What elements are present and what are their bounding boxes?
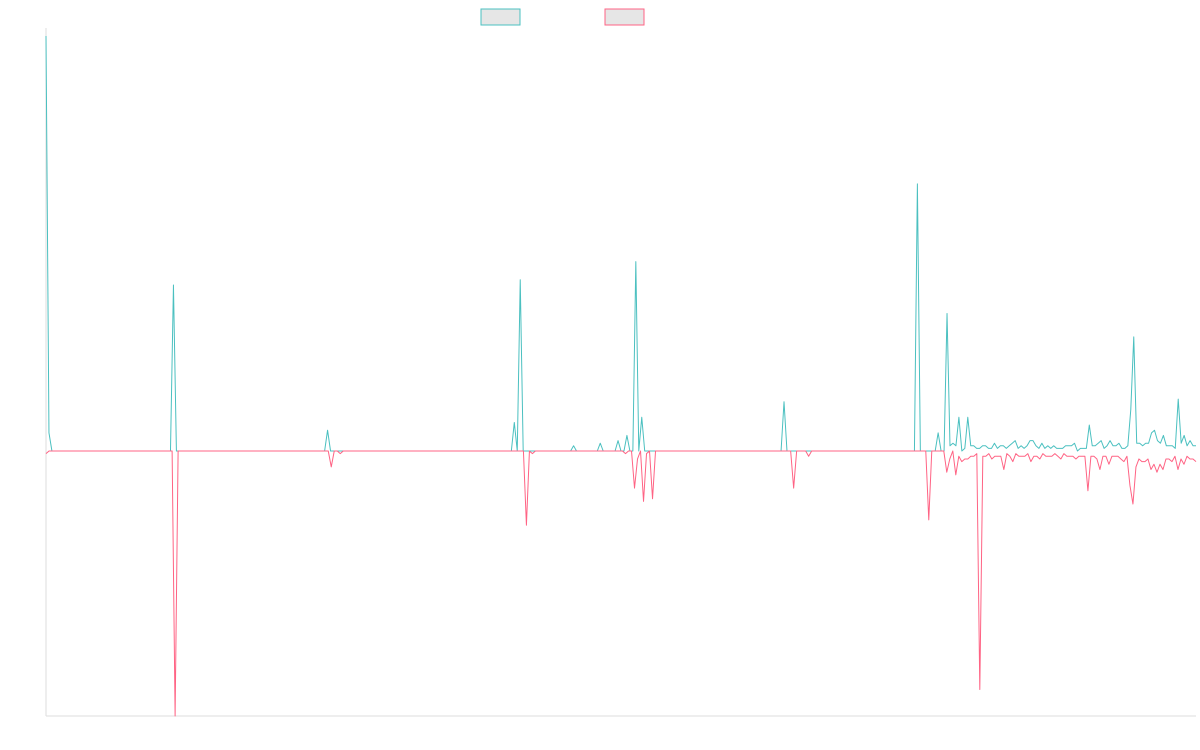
legend-swatch-2[interactable] <box>604 8 645 26</box>
series-layer <box>45 35 1197 717</box>
chart-legend <box>480 8 645 26</box>
series-line-2 <box>45 450 1197 717</box>
series-line-1 <box>45 35 1196 452</box>
chart-axes <box>45 28 1196 717</box>
legend-swatch-1[interactable] <box>480 8 521 26</box>
